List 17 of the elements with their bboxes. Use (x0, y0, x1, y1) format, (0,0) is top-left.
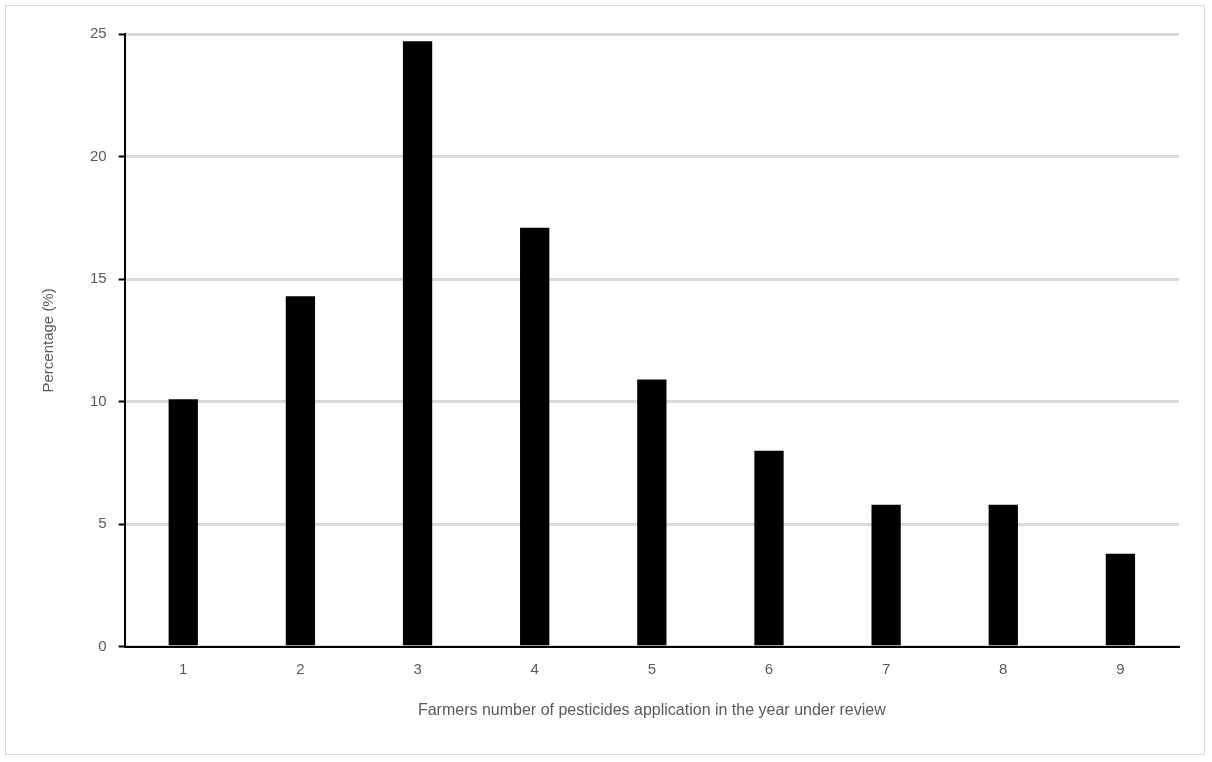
x-tick-label: 1 (179, 659, 188, 677)
y-tick-label: 5 (98, 514, 107, 532)
x-axis-title: Farmers number of pesticides application in the year under review (417, 700, 887, 718)
y-tick-label: 0 (98, 636, 107, 654)
x-tick-label: 7 (881, 659, 891, 677)
y-tick-label: 25 (90, 24, 107, 42)
y-tick-label: 10 (90, 391, 107, 409)
x-tick-label: 6 (764, 659, 774, 677)
y-tick-label: 15 (90, 269, 107, 287)
x-tick-label: 9 (1116, 659, 1125, 677)
y-tick-label: 20 (90, 146, 107, 164)
x-tick-label: 2 (296, 659, 305, 677)
x-tick-label: 4 (530, 659, 539, 677)
y-axis-title: Percentage (%) (39, 288, 57, 393)
x-tick-label: 3 (413, 659, 422, 677)
x-tick-label: 8 (999, 659, 1008, 677)
x-tick-label: 5 (647, 659, 657, 677)
